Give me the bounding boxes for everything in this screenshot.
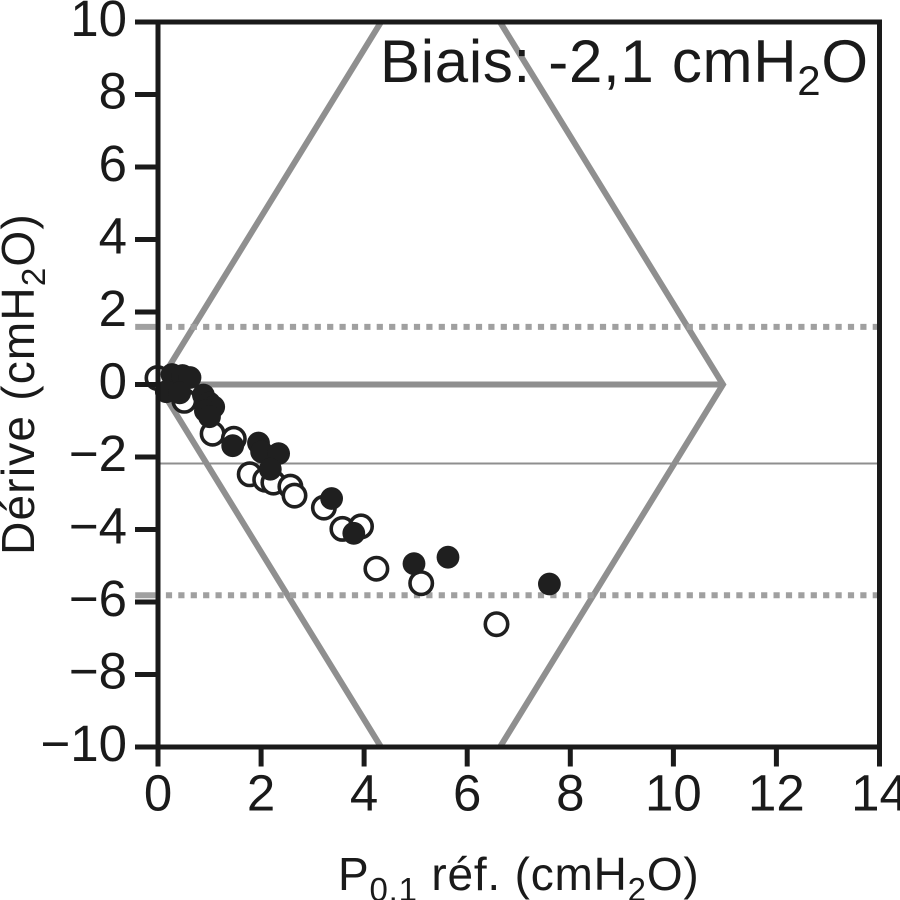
svg-text:12: 12 [748, 765, 805, 822]
svg-text:−4: −4 [69, 498, 127, 555]
svg-text:0: 0 [99, 353, 127, 410]
svg-text:Biais: -2,1 cmH2O: Biais: -2,1 cmH2O [380, 28, 869, 104]
svg-text:6: 6 [99, 135, 127, 192]
svg-text:2: 2 [99, 280, 127, 337]
svg-text:Dérive (cmH2O): Dérive (cmH2O) [0, 213, 52, 555]
svg-text:4: 4 [350, 765, 378, 822]
svg-text:0: 0 [144, 765, 172, 822]
svg-text:10: 10 [645, 765, 702, 822]
svg-text:8: 8 [556, 765, 584, 822]
svg-text:−8: −8 [69, 643, 127, 700]
svg-text:8: 8 [99, 63, 127, 120]
svg-text:2: 2 [247, 765, 275, 822]
svg-text:14: 14 [851, 765, 900, 822]
svg-text:4: 4 [99, 208, 127, 265]
svg-text:−6: −6 [69, 570, 127, 627]
svg-text:−2: −2 [69, 425, 127, 482]
svg-text:6: 6 [453, 765, 481, 822]
svg-text:−10: −10 [40, 715, 127, 772]
svg-text:10: 10 [70, 0, 127, 47]
